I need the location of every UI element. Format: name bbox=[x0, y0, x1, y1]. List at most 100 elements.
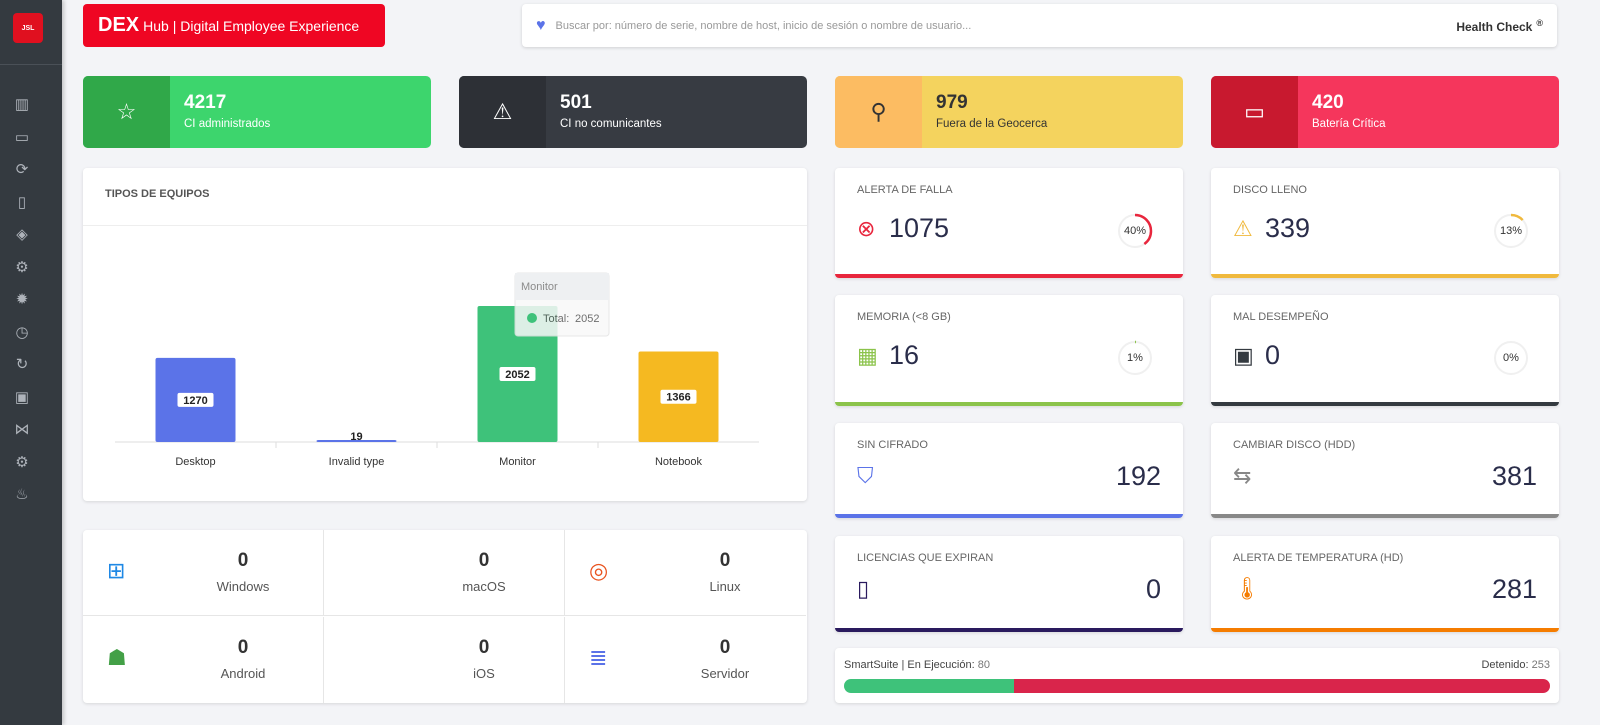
os-count: 0 bbox=[237, 637, 249, 658]
refresh-icon[interactable]: ↻ bbox=[15, 356, 29, 373]
registered-mark: ® bbox=[1536, 17, 1543, 28]
inbox-icon[interactable]: ▭ bbox=[14, 128, 30, 146]
tooltip-value: 2052 bbox=[575, 313, 599, 325]
windows-icon: ⊞ bbox=[107, 558, 126, 583]
metric-card-5[interactable]: CAMBIAR DISCO (HDD) ⇆ 381 bbox=[1211, 423, 1559, 518]
data-label: 1270 bbox=[183, 395, 207, 407]
stat-label: CI administrados bbox=[184, 118, 271, 130]
os-cell-ios[interactable]: 0 iOS bbox=[324, 617, 565, 703]
os-name: Windows bbox=[216, 579, 270, 594]
x-tick-label: Invalid type bbox=[329, 456, 385, 468]
metric-title: MEMORIA (<8 GB) bbox=[857, 311, 951, 323]
metric-card-1[interactable]: DISCO LLENO ⚠ 339 13% bbox=[1211, 168, 1559, 278]
android-icon: ☗ bbox=[107, 645, 127, 670]
os-cell-linux[interactable]: ◎ 0 Linux bbox=[565, 530, 806, 616]
metric-card-7[interactable]: ALERTA DE TEMPERATURA (HD) 🌡 281 bbox=[1211, 536, 1559, 632]
x-tick-label: Monitor bbox=[499, 456, 536, 468]
metric-accent-bar bbox=[835, 514, 1183, 518]
metric-title: LICENCIAS QUE EXPIRAN bbox=[857, 552, 994, 564]
data-label-bg bbox=[177, 392, 214, 407]
sync-check-icon[interactable]: ⟳ bbox=[15, 161, 29, 178]
layers-icon[interactable]: ◈ bbox=[16, 226, 28, 243]
location-pin-icon: ⚲ bbox=[835, 76, 922, 148]
app-brand[interactable]: DEX Hub | Digital Employee Experience bbox=[83, 4, 385, 47]
warning-icon: ⚠ bbox=[1233, 216, 1253, 241]
running-value: 80 bbox=[977, 659, 990, 671]
stat-card[interactable]: ▭ 420 Batería Crítica bbox=[1211, 76, 1559, 148]
metric-title: CAMBIAR DISCO (HDD) bbox=[1233, 439, 1356, 451]
os-cell-windows[interactable]: ⊞ 0 Windows bbox=[83, 530, 324, 616]
os-count: 0 bbox=[478, 637, 490, 658]
metric-percent: 40% bbox=[1123, 225, 1147, 237]
metric-title: MAL DESEMPEÑO bbox=[1233, 311, 1329, 323]
stopped-label: Detenido: bbox=[1481, 659, 1529, 671]
os-name: Android bbox=[220, 666, 266, 681]
metric-value: 339 bbox=[1265, 213, 1311, 243]
bar-invalid-type[interactable] bbox=[316, 440, 397, 442]
progress-ring bbox=[1493, 340, 1529, 376]
settings-search-icon[interactable]: ⚙ bbox=[15, 453, 29, 471]
alarm-icon[interactable]: ◷ bbox=[15, 323, 29, 341]
metric-value: 0 bbox=[1265, 340, 1281, 370]
metric-accent-bar bbox=[835, 628, 1183, 632]
network-icon[interactable]: ⋈ bbox=[14, 421, 30, 438]
metric-value: 192 bbox=[1115, 461, 1161, 491]
equipment-types-card: TIPOS DE EQUIPOS 1270 Desktop 19 Invalid ty… bbox=[83, 168, 807, 501]
os-count: 0 bbox=[478, 550, 490, 571]
barcode-icon[interactable]: ▥ bbox=[14, 96, 30, 113]
sidebar: JSL ▥ ▭ ⟳ ▯ ◈ ⚙ ✹ ◷ ↻ ▣ ⋈ ⚙ ♨ bbox=[0, 0, 62, 725]
tooltip-title: Monitor bbox=[521, 281, 558, 293]
running-segment bbox=[844, 679, 1014, 693]
metric-card-4[interactable]: SIN CIFRADO ⛉ 192 bbox=[835, 423, 1183, 518]
bar-chart: 1270 Desktop 19 Invalid type 2052 Monitor 1366… bbox=[115, 272, 759, 468]
os-cell-macos[interactable]: 0 macOS bbox=[324, 530, 565, 616]
tooltip-header bbox=[515, 273, 609, 300]
os-count: 0 bbox=[719, 550, 731, 571]
mobile-settings-icon[interactable]: ▯ bbox=[17, 193, 27, 211]
data-label: 2052 bbox=[505, 369, 529, 381]
x-tick-label: Desktop bbox=[175, 456, 215, 468]
metric-card-3[interactable]: MAL DESEMPEÑO ▣ 0 0% bbox=[1211, 295, 1559, 406]
metric-accent-bar bbox=[1211, 402, 1559, 406]
stopped-value: 253 bbox=[1531, 659, 1550, 671]
metric-accent-bar bbox=[1211, 514, 1559, 518]
stat-card[interactable]: ⚲ 979 Fuera de la Geocerca bbox=[835, 76, 1183, 148]
os-cell-android[interactable]: ☗ 0 Android bbox=[83, 617, 324, 703]
progress-ring bbox=[1493, 213, 1529, 249]
stat-card[interactable]: ☆ 4217 CI administrados bbox=[83, 76, 431, 148]
ubuntu-icon: ◎ bbox=[589, 558, 609, 583]
fire-icon[interactable]: ♨ bbox=[15, 486, 29, 503]
os-cell-servidor[interactable]: ≣ 0 Servidor bbox=[565, 617, 806, 703]
stat-value: 979 bbox=[936, 92, 968, 113]
metric-accent-bar bbox=[1211, 628, 1559, 632]
stat-label: Batería Crítica bbox=[1312, 118, 1386, 130]
swap-arrows-icon: ⇆ bbox=[1233, 463, 1252, 488]
stat-value: 501 bbox=[560, 92, 592, 113]
stat-value: 420 bbox=[1312, 92, 1344, 113]
stat-card[interactable]: ⚠ 501 CI no comunicantes bbox=[459, 76, 807, 148]
memory-icon: ▦ bbox=[857, 343, 878, 368]
star-icon: ☆ bbox=[83, 76, 170, 148]
file-icon: ▯ bbox=[857, 576, 870, 601]
metric-card-0[interactable]: ALERTA DE FALLA ⊗ 1075 40% bbox=[835, 168, 1183, 278]
sidebar-divider bbox=[0, 64, 62, 65]
gear-icon[interactable]: ✹ bbox=[15, 291, 29, 308]
device-icon[interactable]: ▣ bbox=[14, 388, 30, 406]
metric-accent-bar bbox=[835, 402, 1183, 406]
health-check-button[interactable]: Health Check ® bbox=[1456, 18, 1543, 34]
data-label: 1366 bbox=[666, 392, 690, 404]
search-gear-icon[interactable]: ⚙ bbox=[15, 258, 29, 276]
metric-card-6[interactable]: LICENCIAS QUE EXPIRAN ▯ 0 bbox=[835, 536, 1183, 632]
x-tick-label: Notebook bbox=[655, 456, 703, 468]
company-logo[interactable]: JSL bbox=[13, 13, 43, 43]
metric-accent-bar bbox=[1211, 274, 1559, 278]
metric-value: 381 bbox=[1491, 461, 1537, 491]
stopped-segment bbox=[1013, 679, 1550, 693]
smartsuite-progress-bar bbox=[844, 679, 1550, 693]
metric-percent: 13% bbox=[1499, 225, 1523, 237]
divider bbox=[83, 225, 807, 226]
os-count: 0 bbox=[237, 550, 249, 571]
progress-ring bbox=[1117, 340, 1153, 376]
search-input[interactable] bbox=[555, 19, 1457, 32]
metric-card-2[interactable]: MEMORIA (<8 GB) ▦ 16 1% bbox=[835, 295, 1183, 406]
